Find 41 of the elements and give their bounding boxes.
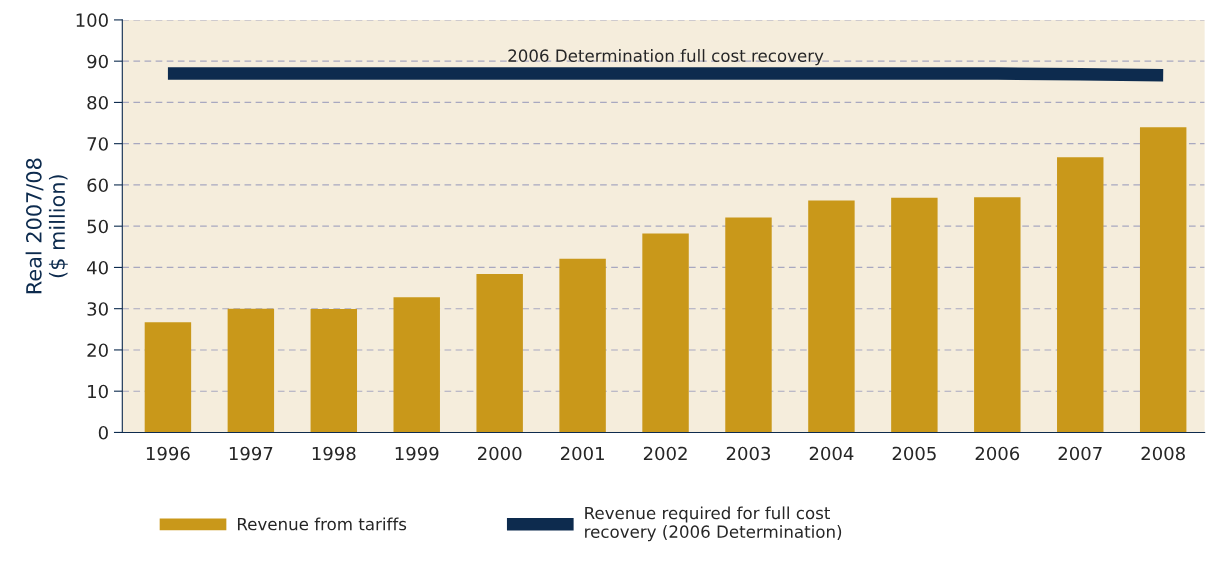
- x-tick-label: 2000: [478, 446, 522, 461]
- bar: [725, 217, 772, 433]
- x-tick-label: 2003: [726, 446, 771, 461]
- x-tick-label: 2001: [560, 446, 604, 461]
- x-tick-label: 1997: [229, 446, 273, 461]
- y-axis-title: Real 2007/08 ($ million): [25, 158, 68, 294]
- annotation: 2006 Determination full cost recovery: [508, 49, 824, 66]
- x-tick-label: 2002: [643, 446, 687, 461]
- y-tick-label: 50: [87, 219, 108, 234]
- y-tick-label: 30: [87, 302, 108, 316]
- y-tick-label: 20: [87, 343, 108, 358]
- y-tick-label: 70: [87, 137, 108, 151]
- bar: [808, 200, 855, 433]
- bar: [1139, 127, 1187, 433]
- x-tick-label: 2005: [892, 446, 936, 461]
- bar: [974, 197, 1021, 433]
- bar: [227, 308, 275, 433]
- y-tick-label: 90: [87, 54, 108, 69]
- x-tick-label: 2007: [1058, 446, 1102, 461]
- bar: [310, 309, 358, 433]
- y-tick-label: 40: [87, 260, 108, 275]
- y-tick-label: 10: [88, 384, 108, 399]
- y-tick-label: 60: [87, 178, 108, 193]
- y-tick-label: 0: [98, 425, 108, 440]
- bar: [642, 233, 689, 433]
- legend-label: Revenue required for full cost recovery (2006 Determination): [585, 506, 842, 542]
- y-tick-label: 80: [87, 95, 108, 110]
- bar: [559, 258, 606, 433]
- legend-label: Revenue from tariffs: [237, 517, 407, 531]
- x-tick-label: 1998: [312, 446, 356, 461]
- bar: [1057, 157, 1104, 433]
- bar: [891, 197, 938, 433]
- bar: [393, 297, 440, 433]
- y-tick-label: 100: [76, 13, 108, 28]
- bar: [476, 274, 523, 433]
- x-tick-label: 1996: [146, 446, 190, 461]
- x-tick-label: 2004: [809, 446, 854, 461]
- x-tick-label: 2006: [975, 446, 1020, 461]
- bar: [144, 322, 192, 433]
- x-tick-label: 2008: [1141, 446, 1185, 461]
- x-tick-label: 1999: [395, 446, 439, 461]
